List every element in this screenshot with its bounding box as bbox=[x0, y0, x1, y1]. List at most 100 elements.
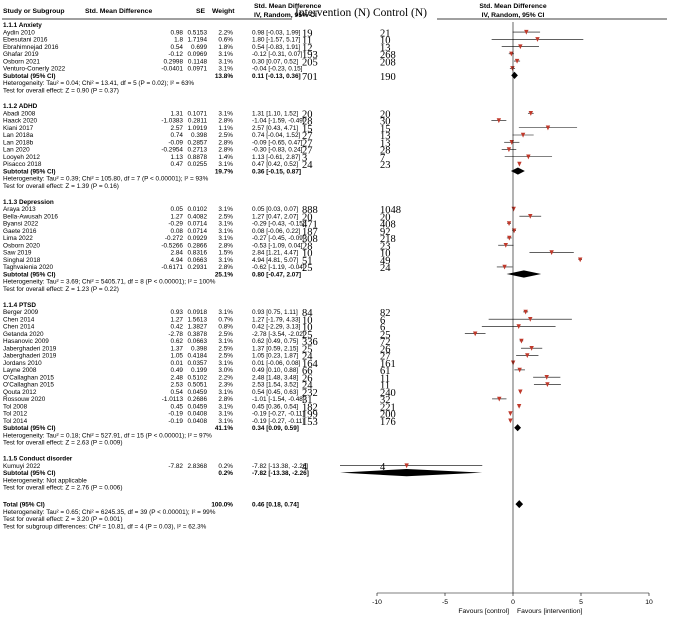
study-name: Osborn 2020 bbox=[3, 242, 40, 249]
study-point bbox=[496, 118, 502, 124]
study-se: 0.0714 bbox=[187, 221, 207, 228]
study-se: 0.4184 bbox=[187, 353, 207, 360]
study-ci: 1.13 [-0.61, 2.87] bbox=[252, 154, 301, 161]
study-smd: 2.53 bbox=[171, 382, 184, 389]
study-se: 0.0357 bbox=[187, 360, 207, 367]
study-weight: 3.1% bbox=[218, 58, 233, 65]
x-tick-label: -5 bbox=[442, 599, 448, 606]
study-smd: -0.0401 bbox=[161, 66, 183, 73]
study-se: 0.0102 bbox=[187, 206, 207, 213]
study-n-intervention: 20 bbox=[302, 109, 313, 120]
study-n-intervention: 27 bbox=[302, 138, 313, 149]
study-ci: -1.04 [-1.59, -0.49] bbox=[252, 118, 305, 125]
header-se: SE bbox=[196, 8, 206, 15]
study-se: 0.5153 bbox=[187, 29, 207, 36]
study-se: 0.0663 bbox=[187, 338, 207, 345]
study-weight: 2.5% bbox=[218, 132, 233, 139]
study-ci: 2.53 [1.54, 3.52] bbox=[252, 382, 298, 389]
study-point bbox=[517, 367, 522, 373]
study-se: 0.2713 bbox=[187, 147, 207, 154]
study-n-intervention: 25 bbox=[302, 263, 313, 274]
study-weight: 3.1% bbox=[218, 418, 233, 425]
study-ci: -0.30 [-0.83, 0.24] bbox=[252, 147, 303, 154]
study-ci: 0.98 [-0.03, 1.99] bbox=[252, 29, 301, 36]
study-name: Lan 2018b bbox=[3, 139, 34, 146]
study-smd: 1.05 bbox=[171, 353, 184, 360]
study-name: O'Callaghan 2015 bbox=[3, 374, 54, 381]
study-ci: -0.53 [-1.09, 0.04] bbox=[252, 242, 303, 249]
study-name: Araya 2013 bbox=[3, 206, 36, 213]
study-name: Hasanovic 2009 bbox=[3, 338, 49, 345]
study-weight: 3.1% bbox=[218, 221, 233, 228]
study-n-control: 13 bbox=[380, 131, 391, 142]
heterogeneity-text: Heterogeneity: Tau² = 0.39; Chi² = 105.8… bbox=[3, 176, 209, 183]
subtotal-label: Subtotal (95% CI) bbox=[3, 470, 56, 477]
study-smd: 0.98 bbox=[171, 29, 184, 36]
header-ci-2: IV, Random, 95% CI bbox=[254, 12, 317, 19]
study-n-control: 408 bbox=[380, 220, 396, 231]
subtotal-ci: 0.36 [-0.15, 0.87] bbox=[252, 168, 301, 175]
x-tick-label: 0 bbox=[511, 599, 515, 606]
study-name: Lan 2020 bbox=[3, 147, 30, 154]
study-smd: 0.08 bbox=[171, 228, 184, 235]
study-weight: 3.1% bbox=[218, 66, 233, 73]
study-se: 0.2866 bbox=[187, 242, 207, 249]
study-name: Lan 2018a bbox=[3, 132, 34, 139]
study-n-intervention: 199 bbox=[302, 410, 318, 421]
header-control: Control (N) bbox=[373, 7, 427, 19]
study-name: Kiani 2017 bbox=[3, 125, 34, 132]
subtotal-diamond bbox=[510, 167, 525, 175]
study-ci: 0.30 [0.07, 0.52] bbox=[252, 58, 298, 65]
study-smd: -0.19 bbox=[168, 418, 183, 425]
study-n-control: 32 bbox=[380, 395, 391, 406]
study-smd: 2.48 bbox=[171, 374, 184, 381]
study-ci: 0.62 [0.49, 0.75] bbox=[252, 338, 298, 345]
study-point bbox=[502, 264, 507, 270]
study-n-control: 161 bbox=[380, 359, 396, 370]
study-weight: 2.5% bbox=[218, 331, 233, 338]
study-smd: 0.49 bbox=[171, 367, 184, 374]
study-smd: 1.37 bbox=[171, 345, 184, 352]
study-name: Looyeh 2012 bbox=[3, 154, 40, 161]
study-se: 1.3827 bbox=[187, 324, 207, 331]
study-n-control: 49 bbox=[380, 256, 391, 267]
total-label: Total (95% CI) bbox=[3, 502, 45, 509]
study-smd: 0.01 bbox=[171, 360, 184, 367]
study-n-control: 176 bbox=[380, 417, 396, 428]
total-heterogeneity-text: Heterogeneity: Tau² = 0.65; Chi² = 6245.… bbox=[3, 509, 216, 516]
study-se: 0.0918 bbox=[187, 309, 207, 316]
study-se: 0.2857 bbox=[187, 139, 207, 146]
study-n-control: 24 bbox=[380, 263, 391, 274]
study-n-control: 200 bbox=[380, 410, 396, 421]
study-weight: 3.1% bbox=[218, 161, 233, 168]
study-ci: 4.94 [4.81, 5.07] bbox=[252, 257, 298, 264]
study-se: 0.8878 bbox=[187, 154, 207, 161]
study-name: Chen 2014 bbox=[3, 324, 35, 331]
study-name: Jordans 2010 bbox=[3, 360, 42, 367]
study-point bbox=[516, 324, 521, 329]
study-n-control: 240 bbox=[380, 388, 396, 399]
study-ci: 1.31 [1.10, 1.52] bbox=[252, 110, 298, 117]
study-se: 1.7194 bbox=[187, 37, 207, 44]
study-smd: 0.54 bbox=[171, 44, 184, 51]
study-name: Saw 2019 bbox=[3, 250, 32, 257]
favours-control-label: Favours [control] bbox=[458, 608, 509, 615]
study-n-control: 268 bbox=[380, 50, 396, 61]
subtotal-n-intervention: 701 bbox=[302, 72, 318, 83]
study-point bbox=[404, 463, 409, 469]
study-weight: 0.2% bbox=[218, 463, 233, 470]
study-weight: 3.1% bbox=[218, 403, 233, 410]
study-weight: 2.8% bbox=[218, 147, 233, 154]
study-smd: 0.62 bbox=[171, 338, 184, 345]
study-smd: -0.09 bbox=[168, 139, 183, 146]
study-smd: -0.19 bbox=[168, 411, 183, 418]
study-weight: 2.3% bbox=[218, 382, 233, 389]
study-smd: 0.74 bbox=[171, 132, 184, 139]
study-smd: 1.27 bbox=[171, 316, 184, 323]
study-n-control: 1048 bbox=[380, 205, 401, 216]
x-tick-label: 5 bbox=[579, 599, 583, 606]
study-se: 0.398 bbox=[191, 132, 207, 139]
study-point bbox=[510, 66, 515, 71]
study-point bbox=[506, 147, 512, 153]
